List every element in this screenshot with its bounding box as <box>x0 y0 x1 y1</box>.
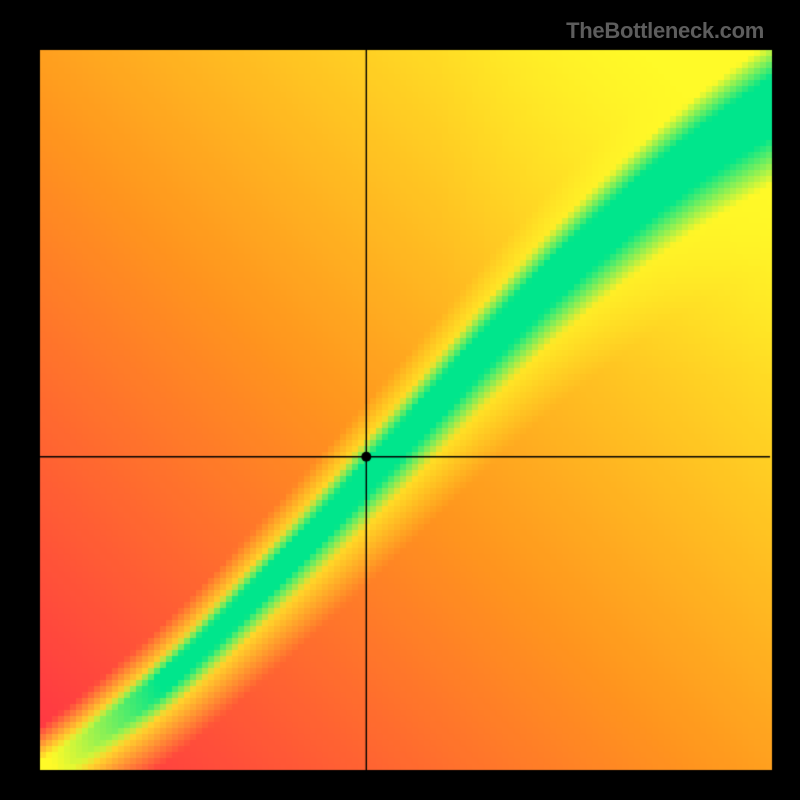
attribution-label: TheBottleneck.com <box>566 18 764 44</box>
bottleneck-heatmap <box>0 0 800 800</box>
